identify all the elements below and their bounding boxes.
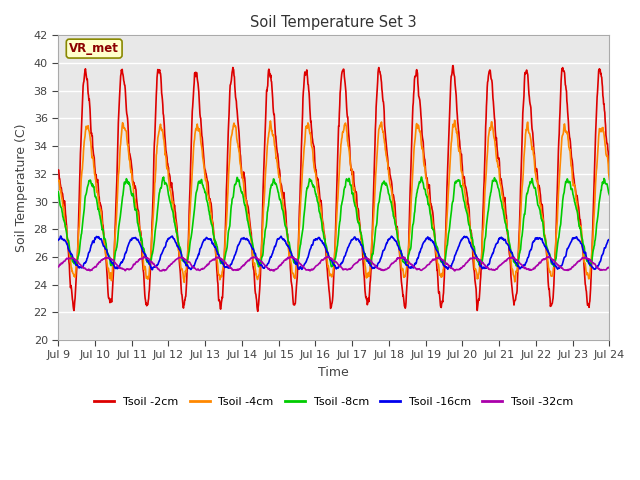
X-axis label: Time: Time (319, 366, 349, 379)
Text: VR_met: VR_met (69, 42, 119, 55)
Title: Soil Temperature Set 3: Soil Temperature Set 3 (250, 15, 417, 30)
Legend: Tsoil -2cm, Tsoil -4cm, Tsoil -8cm, Tsoil -16cm, Tsoil -32cm: Tsoil -2cm, Tsoil -4cm, Tsoil -8cm, Tsoi… (90, 393, 578, 412)
Y-axis label: Soil Temperature (C): Soil Temperature (C) (15, 123, 28, 252)
